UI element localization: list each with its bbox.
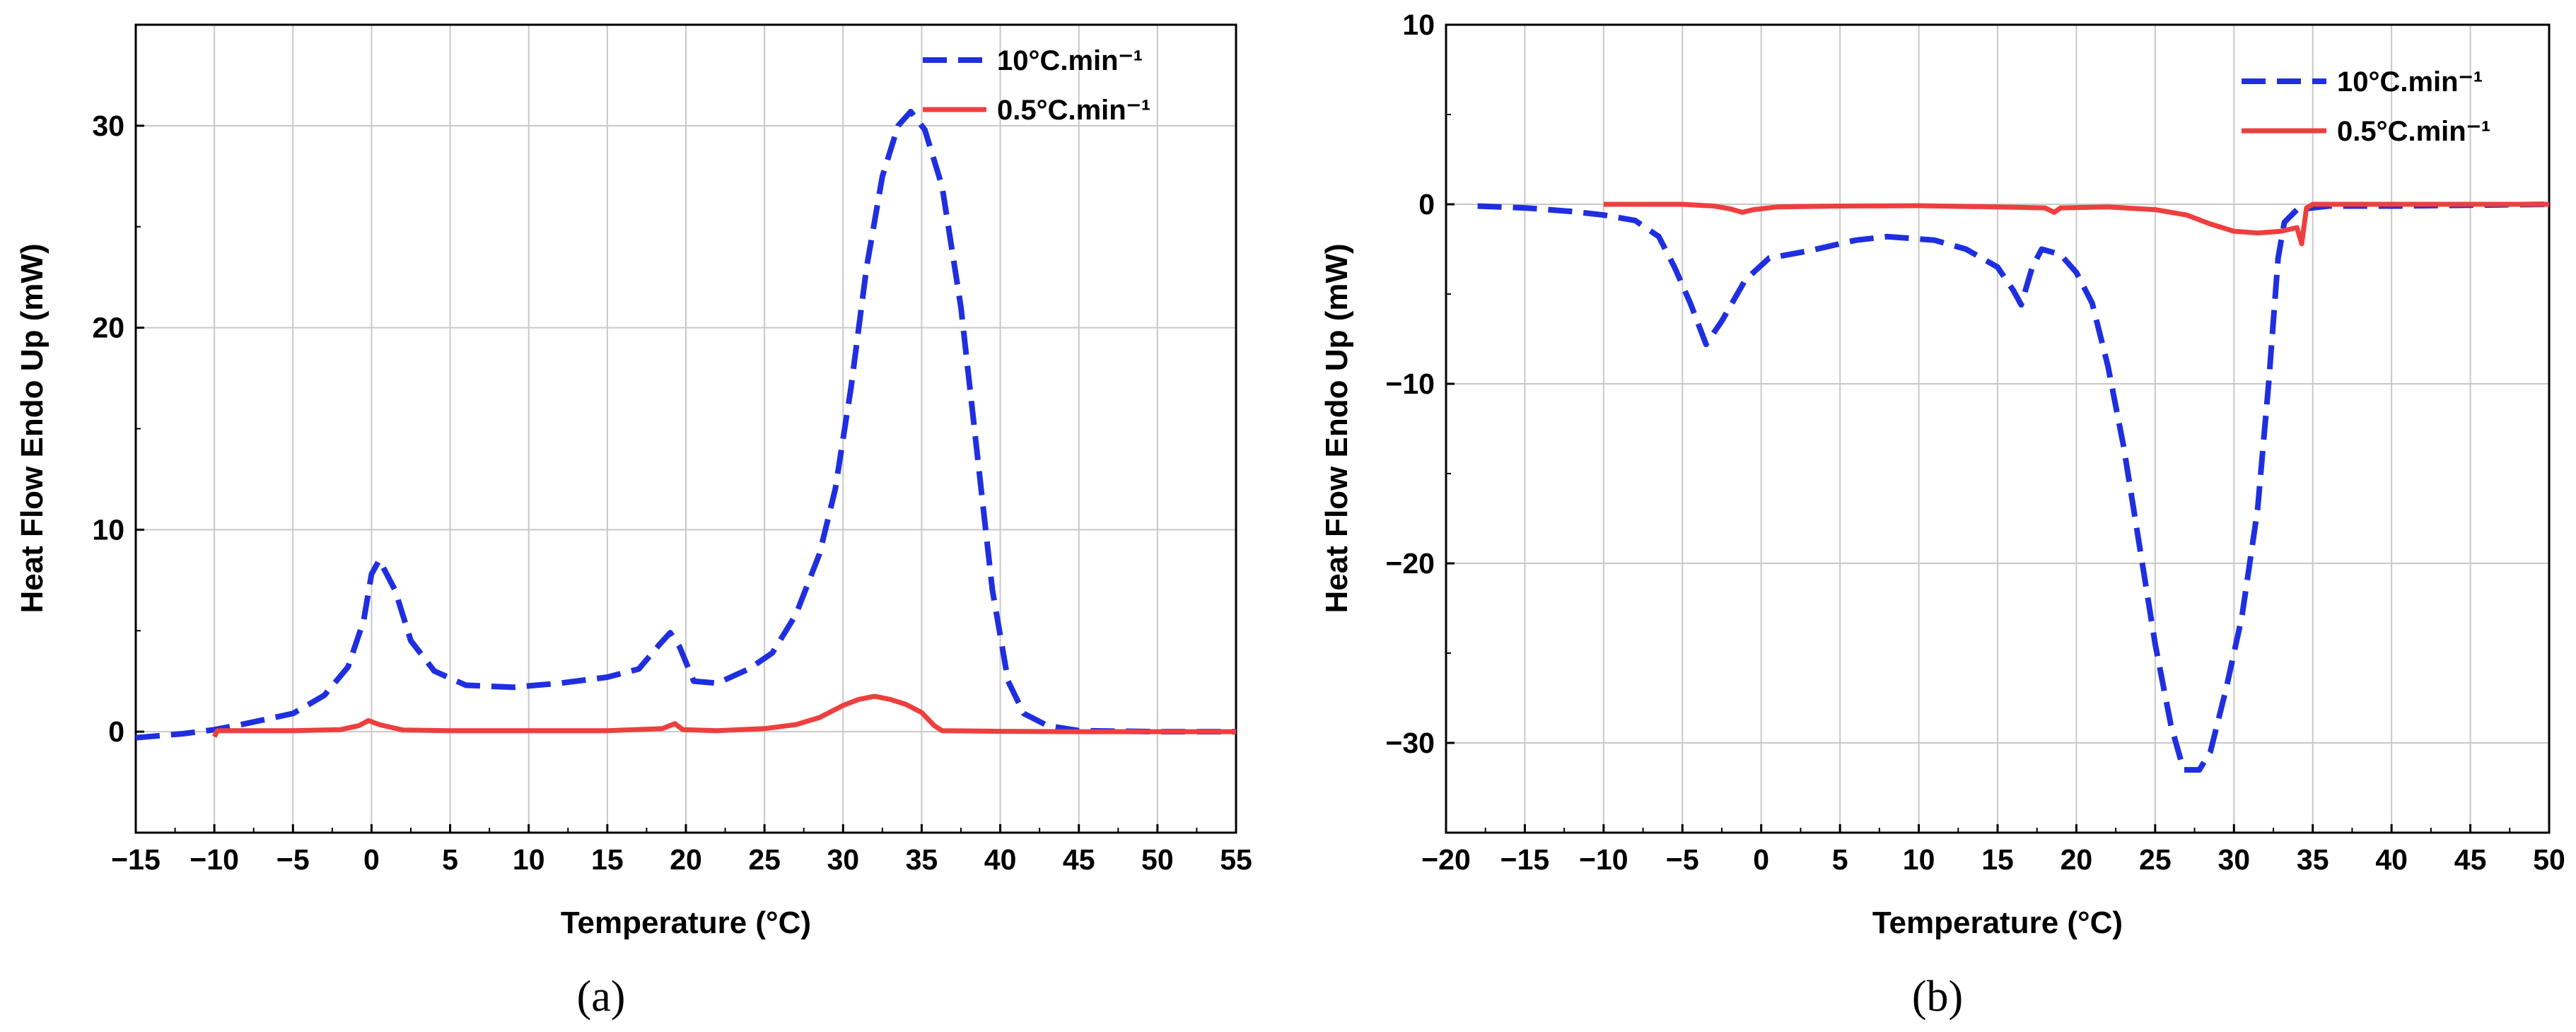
x-ticks-b: −20 −15 −10 −5 0 5 10 15 20 25 30 35 40 45 50: [1421, 824, 2565, 876]
x-tick-label: 15: [1981, 843, 2014, 876]
legend-a: 10°C.min⁻¹ 0.5°C.min⁻¹: [923, 45, 1150, 126]
chart-panel-b: −20 −15 −10 −5 0 5 10 15 20 25 30 35 40 45 50 −30 −20 −1…: [1319, 8, 2565, 1021]
x-tick-label: 55: [1220, 843, 1252, 876]
x-tick-label: 45: [1063, 843, 1095, 876]
series-line-slow: [211, 693, 1236, 738]
grid-b: [1446, 25, 2549, 833]
x-tick-label: −10: [1579, 843, 1628, 876]
x-tick-label: 50: [2533, 843, 2565, 876]
y-tick-label: −20: [1385, 547, 1435, 580]
x-tick-label: −5: [1666, 843, 1699, 876]
x-tick-label: 35: [2297, 843, 2329, 876]
x-tick-label: 45: [2454, 843, 2487, 876]
y-tick-label: −30: [1385, 727, 1435, 759]
x-tick-label: 20: [670, 843, 702, 876]
x-tick-label: −5: [276, 843, 310, 876]
x-ticks-a: −15 −10 −5 0 5 10 15 20 25 30 35 40 45 50 55: [111, 824, 1252, 876]
x-tick-label: −10: [190, 843, 239, 876]
x-tick-label: 10: [1903, 843, 1935, 876]
x-tick-label: 0: [1753, 843, 1769, 876]
x-axis-title-a: Temperature (°C): [561, 905, 811, 940]
y-tick-label: 0: [1418, 188, 1435, 221]
y-tick-label: 10: [92, 513, 124, 546]
panel-caption-b: (b): [1912, 973, 1963, 1021]
y-ticks-b: −30 −20 −10 0 10: [1385, 8, 1455, 833]
x-tick-label: 35: [906, 843, 938, 876]
y-tick-label: 0: [108, 715, 124, 748]
legend-label: 0.5°C.min⁻¹: [997, 95, 1150, 126]
y-tick-label: −10: [1385, 368, 1435, 400]
y-axis-title-a: Heat Flow Endo Up (mW): [15, 243, 49, 613]
series-a: [135, 108, 1236, 741]
x-tick-label: −15: [111, 843, 161, 876]
x-tick-label: 50: [1141, 843, 1174, 876]
x-tick-label: 40: [2375, 843, 2408, 876]
x-tick-label: 25: [2139, 843, 2172, 876]
x-tick-label: 5: [442, 843, 458, 876]
grid-a: [136, 25, 1236, 833]
x-tick-label: 10: [513, 843, 545, 876]
x-tick-label: 0: [363, 843, 380, 876]
chart-panel-a: −15 −10 −5 0 5 10 15 20 25 30 35 40 45 50 55 0 10 20 30 1…: [15, 23, 1252, 1021]
legend-b: 10°C.min⁻¹ 0.5°C.min⁻¹: [2242, 66, 2490, 147]
x-tick-label: 25: [748, 843, 781, 876]
x-tick-label: 20: [2061, 843, 2093, 876]
x-axis-title-b: Temperature (°C): [1872, 905, 2123, 940]
series-line-fast: [1477, 201, 2550, 773]
y-axis-title-b: Heat Flow Endo Up (mW): [1319, 243, 1354, 613]
y-tick-label: 10: [1402, 8, 1435, 41]
x-tick-label: 15: [591, 843, 624, 876]
x-tick-label: 5: [1832, 843, 1848, 876]
legend-label: 10°C.min⁻¹: [997, 45, 1143, 76]
x-tick-label: 30: [2217, 843, 2250, 876]
series-line-slow: [1603, 201, 2549, 247]
series-line-fast: [135, 108, 1236, 741]
y-tick-label: 30: [92, 110, 124, 142]
y-ticks-a: 0 10 20 30: [92, 24, 144, 833]
y-tick-label: 20: [92, 312, 124, 344]
x-tick-label: −15: [1500, 843, 1550, 876]
x-tick-label: 30: [827, 843, 859, 876]
panel-caption-a: (a): [577, 973, 626, 1021]
x-tick-label: 40: [984, 843, 1017, 876]
x-tick-label: −20: [1421, 843, 1471, 876]
series-b: [1477, 201, 2550, 773]
legend-label: 0.5°C.min⁻¹: [2337, 116, 2490, 147]
legend-label: 10°C.min⁻¹: [2337, 66, 2483, 98]
